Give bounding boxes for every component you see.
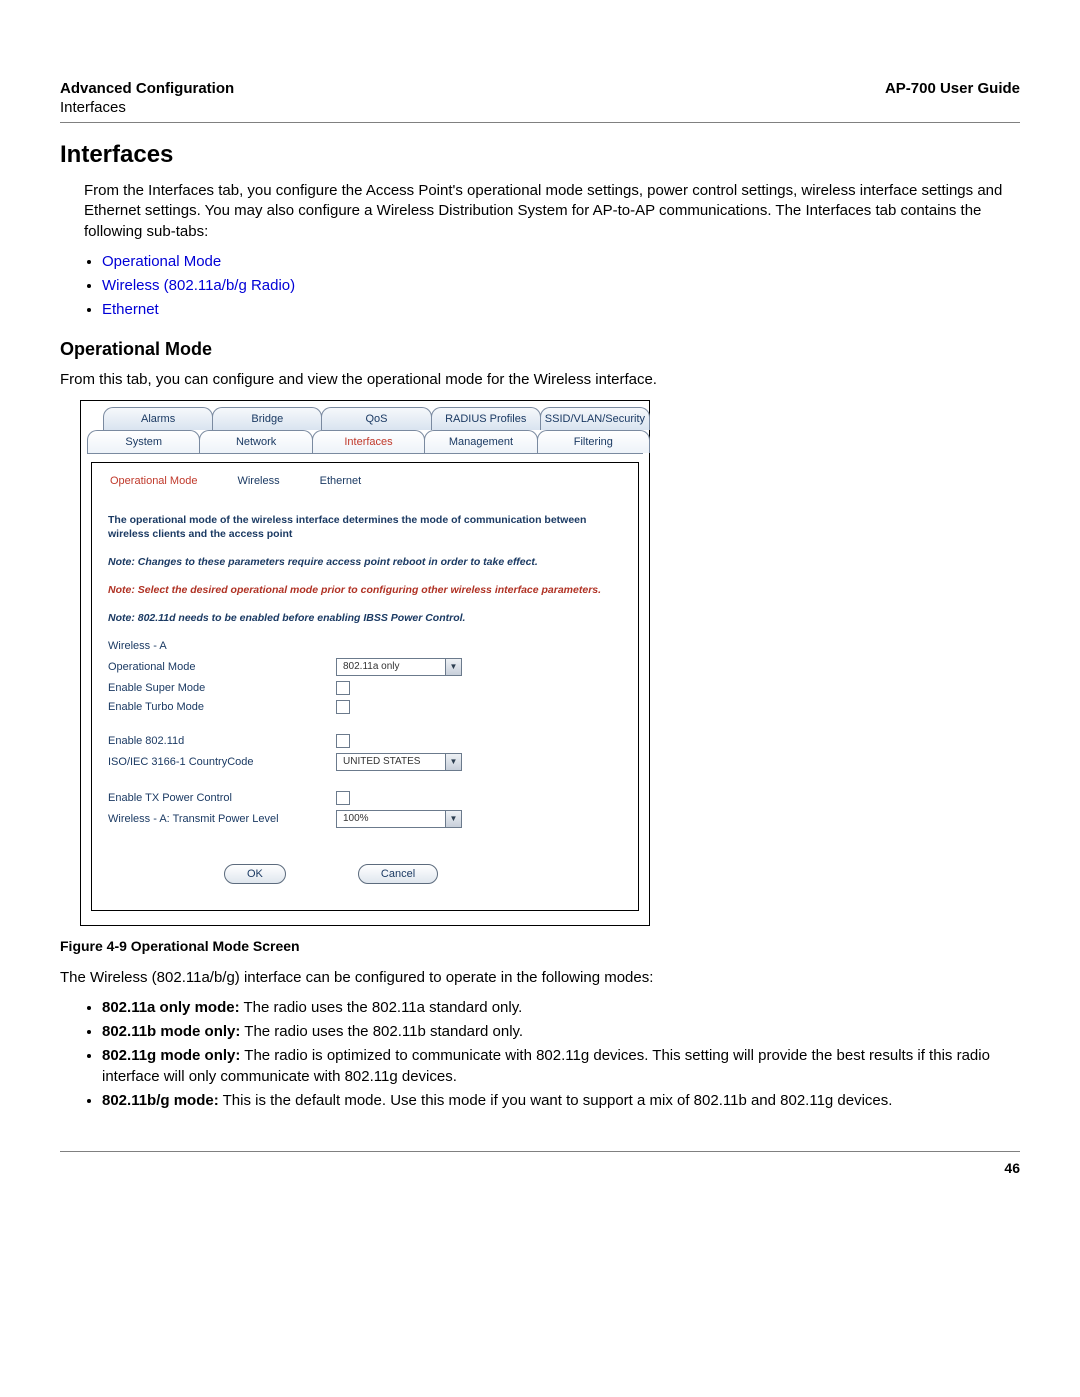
tab-ssid-vlan-security[interactable]: SSID/VLAN/Security	[540, 407, 650, 430]
note-80211d: Note: 802.11d needs to be enabled before…	[108, 611, 622, 625]
label-enable-super-mode: Enable Super Mode	[108, 682, 336, 694]
inner-subtabs: Operational Mode Wireless Ethernet	[110, 475, 626, 487]
tab-radius-profiles[interactable]: RADIUS Profiles	[431, 407, 541, 430]
subtab-operational-mode[interactable]: Operational Mode	[110, 475, 197, 487]
select-power-level[interactable]: 100% ▼	[336, 810, 462, 828]
label-enable-turbo-mode: Enable Turbo Mode	[108, 701, 336, 713]
select-operational-mode-value: 802.11a only	[337, 661, 445, 672]
panel-body: Operational Mode Wireless Ethernet The o…	[91, 462, 639, 911]
back-tab-row: Alarms Bridge QoS RADIUS Profiles SSID/V…	[81, 401, 649, 430]
footer-rule	[60, 1151, 1020, 1152]
mode-80211bg-desc: This is the default mode. Use this mode …	[219, 1092, 893, 1109]
tab-management[interactable]: Management	[424, 430, 537, 453]
checkbox-turbo-mode[interactable]	[336, 700, 350, 714]
header-rule	[60, 122, 1020, 123]
page-number: 46	[60, 1160, 1020, 1176]
tab-underline	[87, 453, 643, 454]
label-enable-tx-power: Enable TX Power Control	[108, 792, 336, 804]
modes-list: 802.11a only mode: The radio uses the 80…	[60, 998, 1020, 1111]
header-sub: Interfaces	[60, 99, 1020, 116]
tab-bridge[interactable]: Bridge	[212, 407, 322, 430]
cancel-button[interactable]: Cancel	[358, 864, 438, 884]
screenshot-panel: Alarms Bridge QoS RADIUS Profiles SSID/V…	[80, 400, 650, 926]
tab-qos[interactable]: QoS	[321, 407, 431, 430]
front-tab-row: System Network Interfaces Management Fil…	[81, 430, 649, 453]
mode-80211b-term: 802.11b mode only:	[102, 1023, 240, 1040]
label-transmit-power-level: Wireless - A: Transmit Power Level	[108, 813, 336, 825]
ok-button[interactable]: OK	[224, 864, 286, 884]
label-operational-mode: Operational Mode	[108, 661, 336, 673]
checkbox-tx-power[interactable]	[336, 791, 350, 805]
note-warning: Note: Select the desired operational mod…	[108, 583, 622, 597]
chevron-down-icon: ▼	[445, 659, 461, 675]
modes-intro: The Wireless (802.11a/b/g) interface can…	[60, 968, 1020, 988]
chevron-down-icon: ▼	[445, 754, 461, 770]
header-right: AP-700 User Guide	[885, 80, 1020, 97]
note-description: The operational mode of the wireless int…	[108, 513, 622, 541]
mode-80211a-desc: The radio uses the 802.11a standard only…	[240, 999, 523, 1016]
checkbox-80211d[interactable]	[336, 734, 350, 748]
mode-80211b-desc: The radio uses the 802.11b standard only…	[240, 1023, 523, 1040]
select-country-code[interactable]: UNITED STATES ▼	[336, 753, 462, 771]
tab-alarms[interactable]: Alarms	[103, 407, 213, 430]
mode-80211g-term: 802.11g mode only:	[102, 1047, 240, 1064]
mode-80211a-term: 802.11a only mode:	[102, 999, 240, 1016]
tab-network[interactable]: Network	[199, 430, 312, 453]
subtab-link-list: Operational Mode Wireless (802.11a/b/g R…	[60, 252, 1020, 321]
chevron-down-icon: ▼	[445, 811, 461, 827]
subtab-wireless[interactable]: Wireless	[237, 475, 279, 487]
section-wireless-a: Wireless - A	[108, 640, 626, 652]
intro-paragraph: From the Interfaces tab, you configure t…	[60, 181, 1020, 242]
checkbox-super-mode[interactable]	[336, 681, 350, 695]
mode-80211bg-term: 802.11b/g mode:	[102, 1092, 219, 1109]
tab-interfaces[interactable]: Interfaces	[312, 430, 425, 453]
label-enable-80211d: Enable 802.11d	[108, 735, 336, 747]
link-wireless-radio[interactable]: Wireless (802.11a/b/g Radio)	[102, 277, 295, 294]
subsection-intro: From this tab, you can configure and vie…	[60, 370, 1020, 390]
tab-filtering[interactable]: Filtering	[537, 430, 650, 453]
subsection-title: Operational Mode	[60, 339, 1020, 360]
subtab-ethernet[interactable]: Ethernet	[320, 475, 362, 487]
tab-system[interactable]: System	[87, 430, 200, 453]
page-title: Interfaces	[60, 141, 1020, 169]
select-country-code-value: UNITED STATES	[337, 756, 445, 767]
select-operational-mode[interactable]: 802.11a only ▼	[336, 658, 462, 676]
note-reboot: Note: Changes to these parameters requir…	[108, 555, 622, 569]
link-ethernet[interactable]: Ethernet	[102, 301, 159, 318]
figure-caption: Figure 4-9 Operational Mode Screen	[60, 938, 1020, 954]
label-country-code: ISO/IEC 3166-1 CountryCode	[108, 756, 336, 768]
header-left: Advanced Configuration	[60, 80, 234, 97]
link-operational-mode[interactable]: Operational Mode	[102, 253, 221, 270]
select-power-level-value: 100%	[337, 813, 445, 824]
